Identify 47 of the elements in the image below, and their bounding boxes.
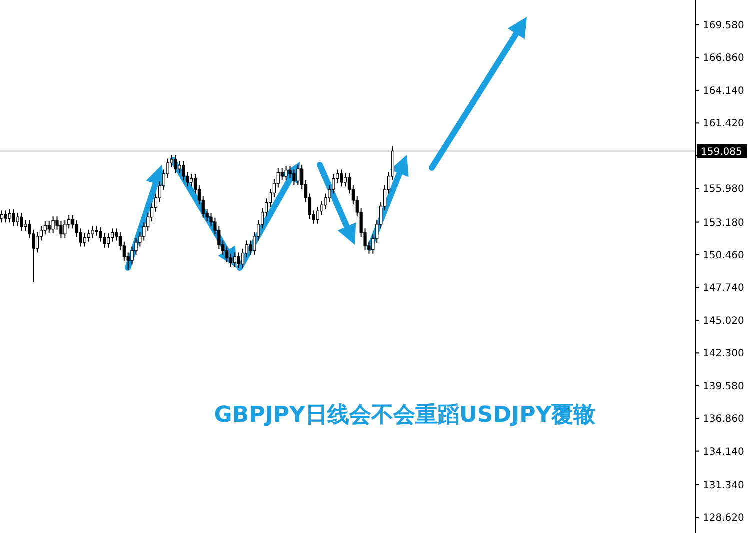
candlestick [48,220,51,234]
candlestick [218,226,221,250]
candlestick [72,214,75,230]
candlestick [64,220,67,239]
candlestick [316,206,320,224]
candlestick [103,232,106,248]
y-tick-label: 155.980 [703,184,744,196]
candlestick [16,212,20,227]
candlestick [229,253,233,268]
candlestick [44,220,47,236]
y-tick-label: 169.580 [703,20,744,32]
candlestick [4,210,8,224]
y-tick-label: 161.420 [703,118,744,130]
text: GBPJPY日线会不会重蹈USDJPY覆辙 [214,403,596,428]
candlestick [344,172,348,188]
candlestick [83,232,86,248]
candlestick [292,169,296,186]
candlestick [237,252,240,269]
ref-line-label: 159.085 [701,146,742,158]
candlestick [52,216,55,234]
y-tick-label: 131.340 [703,480,744,492]
candlestick [178,160,182,174]
candlestick [20,212,24,232]
candlestick [284,166,288,182]
y-tick-label: 134.140 [703,446,744,458]
candlestick [296,164,300,186]
candlestick [60,220,63,239]
y-tick-label: 145.020 [703,316,744,327]
y-tick-label: 128.620 [703,513,744,524]
y-tick-label: 142.300 [703,348,744,360]
candlestick [87,229,90,242]
candlestick [91,226,94,239]
candlestick [36,232,40,254]
candlestick [233,252,237,268]
y-tick-label: 164.140 [703,86,744,97]
y-tick-label: 139.580 [703,381,744,392]
candlestick [174,154,178,174]
candlestick [340,169,344,188]
y-tick-label: 166.860 [703,53,744,64]
y-tick-label: 150.460 [703,250,744,262]
candlestick [12,208,16,227]
y-tick-label: 136.860 [703,414,744,426]
y-tick-label: 153.180 [703,218,744,229]
candlestick [182,160,186,182]
candlestick [8,208,12,224]
y-tick-label: 147.740 [703,283,744,294]
candlestick [107,232,110,248]
